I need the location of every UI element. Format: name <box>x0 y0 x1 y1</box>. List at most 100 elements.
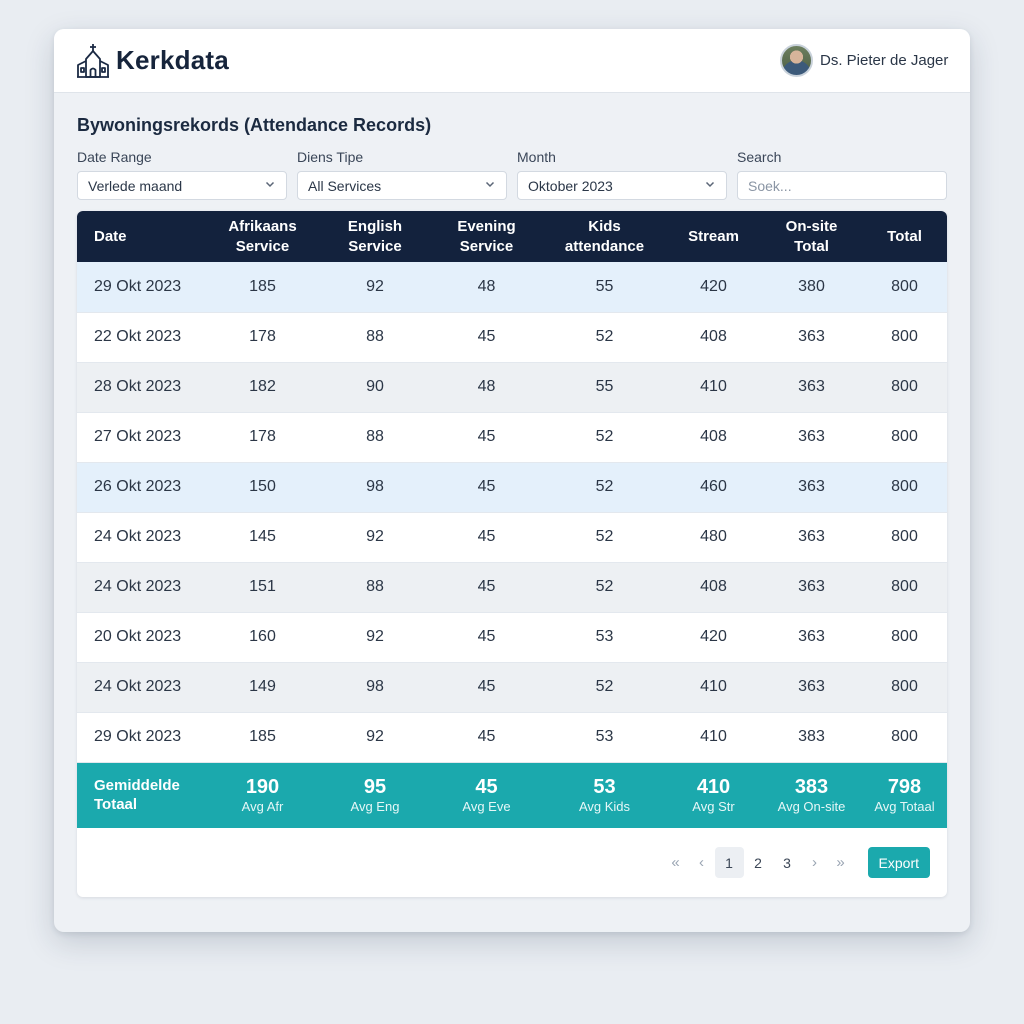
value-cell: 480 <box>700 528 727 545</box>
average-value: 410 <box>696 775 731 798</box>
average-label: Avg Eng <box>350 798 400 814</box>
column-header[interactable]: Afrikaans Service <box>205 211 320 262</box>
page-3-button[interactable]: 3 <box>783 854 791 871</box>
table-row[interactable]: 29 Okt 2023 185 92 45 53 410 383 800 <box>77 712 947 762</box>
value-cell: 363 <box>798 428 825 445</box>
value-cell: 178 <box>249 428 276 445</box>
value-cell: 800 <box>891 478 918 495</box>
column-header-label: Stream <box>688 227 739 245</box>
prev-page-button[interactable]: ‹ <box>699 854 705 871</box>
value-cell: 150 <box>249 478 276 495</box>
value-cell: 145 <box>249 528 276 545</box>
average-cell: 95 Avg Eng <box>320 762 430 828</box>
date-cell: 28 Okt 2023 <box>94 378 182 395</box>
column-header[interactable]: Evening Service <box>430 211 543 262</box>
value-cell: 98 <box>366 478 384 495</box>
value-cell: 55 <box>595 378 614 395</box>
table-row[interactable]: 24 Okt 2023 149 98 45 52 410 363 800 <box>77 662 947 712</box>
value-cell: 800 <box>891 528 918 545</box>
value-cell: 363 <box>798 578 825 595</box>
date-range-filter: Date Range Verlede maand <box>77 149 287 200</box>
table-header-row: Date Afrikaans Service English Service Evenin… <box>77 211 947 262</box>
value-cell: 408 <box>700 428 727 445</box>
search-filter: Search <box>737 149 947 200</box>
table-row[interactable]: 27 Okt 2023 178 88 45 52 408 363 800 <box>77 412 947 462</box>
column-header-label: Total <box>887 227 922 245</box>
average-label: Avg Totaal <box>874 798 935 814</box>
value-cell: 800 <box>891 628 918 645</box>
average-total-label-line: Totaal <box>94 796 138 814</box>
column-header[interactable]: Kids attendance <box>543 211 666 262</box>
value-cell: 185 <box>249 277 276 295</box>
date-range-value: Verlede maand <box>88 178 183 194</box>
average-value: 53 <box>593 775 616 798</box>
table-row[interactable]: 24 Okt 2023 145 92 45 52 480 363 800 <box>77 512 947 562</box>
value-cell: 53 <box>595 728 614 745</box>
user-avatar[interactable] <box>780 44 813 77</box>
value-cell: 92 <box>366 728 384 745</box>
table-row[interactable]: 28 Okt 2023 182 90 48 55 410 363 800 <box>77 362 947 412</box>
average-value: 798 <box>887 775 922 798</box>
value-cell: 92 <box>366 528 384 545</box>
average-label: Avg On-site <box>777 798 846 814</box>
brand-name: Kerkdata <box>116 45 229 75</box>
table-row[interactable]: 26 Okt 2023 150 98 45 52 460 363 800 <box>77 462 947 512</box>
column-header[interactable]: English Service <box>320 211 430 262</box>
value-cell: 460 <box>700 478 727 495</box>
page-2-button[interactable]: 2 <box>754 854 762 871</box>
value-cell: 48 <box>477 378 496 395</box>
average-value: 45 <box>475 775 498 798</box>
value-cell: 92 <box>366 277 384 295</box>
column-header-label: English <box>347 217 403 235</box>
value-cell: 90 <box>366 378 384 395</box>
search-input[interactable] <box>737 171 947 200</box>
average-label: Avg Afr <box>241 798 284 814</box>
chevron-down-icon <box>705 181 715 188</box>
value-cell: 380 <box>798 277 825 295</box>
value-cell: 52 <box>595 428 614 445</box>
average-cell: 798 Avg Totaal <box>862 762 947 828</box>
value-cell: 800 <box>891 578 918 595</box>
column-header[interactable]: On-site Total <box>761 211 862 262</box>
value-cell: 410 <box>700 728 727 745</box>
table-body: 29 Okt 2023 185 92 48 55 420 380 800 22 Okt 2023… <box>77 262 947 762</box>
value-cell: 52 <box>595 478 614 495</box>
value-cell: 45 <box>477 578 496 595</box>
value-cell: 363 <box>798 528 825 545</box>
service-type-value: All Services <box>308 178 382 194</box>
value-cell: 800 <box>891 328 918 345</box>
column-header-label: Kids <box>588 217 621 235</box>
column-header[interactable]: Stream <box>666 211 761 262</box>
date-cell: 20 Okt 2023 <box>94 628 182 645</box>
value-cell: 420 <box>700 277 727 295</box>
table-row[interactable]: 22 Okt 2023 178 88 45 52 408 363 800 <box>77 312 947 362</box>
column-header-label: Service <box>459 237 514 255</box>
average-cell: 53 Avg Kids <box>543 762 666 828</box>
table-row[interactable]: 24 Okt 2023 151 88 45 52 408 363 800 <box>77 562 947 612</box>
page-1-button[interactable]: 1 <box>714 847 744 878</box>
table-row[interactable]: 29 Okt 2023 185 92 48 55 420 380 800 <box>77 262 947 312</box>
month-label: Month <box>517 149 556 165</box>
value-cell: 420 <box>700 628 727 645</box>
value-cell: 410 <box>700 678 727 695</box>
first-page-button[interactable]: « <box>671 854 680 871</box>
value-cell: 55 <box>595 277 614 295</box>
user-name[interactable]: Ds. Pieter de Jager <box>820 52 949 69</box>
value-cell: 52 <box>595 578 614 595</box>
last-page-button[interactable]: » <box>836 854 845 871</box>
value-cell: 182 <box>249 378 276 395</box>
value-cell: 92 <box>366 628 384 645</box>
date-range-select[interactable]: Verlede maand <box>77 171 287 200</box>
table-row[interactable]: 20 Okt 2023 160 92 45 53 420 363 800 <box>77 612 947 662</box>
averages-row: Gemiddelde Totaal 190 Avg Afr 95 Avg Eng 45 Avg… <box>77 762 947 828</box>
column-header[interactable]: Total <box>862 211 947 262</box>
next-page-button[interactable]: › <box>812 854 818 871</box>
value-cell: 800 <box>891 428 918 445</box>
column-header[interactable]: Date <box>77 211 205 262</box>
service-type-select[interactable]: All Services <box>297 171 507 200</box>
average-value: 95 <box>363 775 387 798</box>
search-label: Search <box>737 149 782 165</box>
month-select[interactable]: Oktober 2023 <box>517 171 727 200</box>
export-button[interactable]: Export <box>867 847 930 878</box>
